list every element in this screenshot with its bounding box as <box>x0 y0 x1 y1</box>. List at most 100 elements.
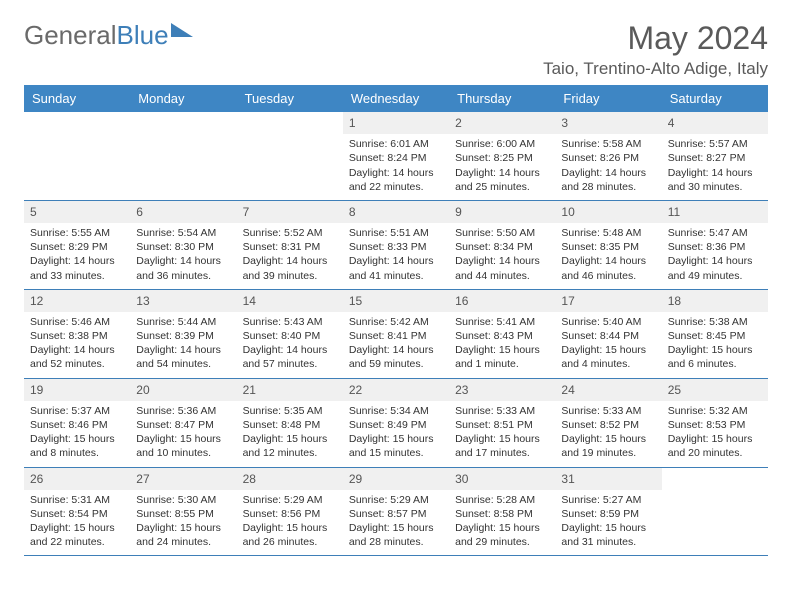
day-cell: 13Sunrise: 5:44 AMSunset: 8:39 PMDayligh… <box>130 290 236 378</box>
daylight-text: Daylight: 15 hours and 10 minutes. <box>136 432 230 460</box>
sunrise-text: Sunrise: 5:37 AM <box>30 404 124 418</box>
day-number: 14 <box>237 290 343 312</box>
day-info: Sunrise: 5:34 AMSunset: 8:49 PMDaylight:… <box>347 404 445 461</box>
sunset-text: Sunset: 8:38 PM <box>30 329 124 343</box>
day-number: 26 <box>24 468 130 490</box>
day-number: 11 <box>662 201 768 223</box>
sunset-text: Sunset: 8:53 PM <box>668 418 762 432</box>
brand-triangle-icon <box>171 23 193 37</box>
daylight-text: Daylight: 14 hours and 30 minutes. <box>668 166 762 194</box>
sunrise-text: Sunrise: 5:33 AM <box>455 404 549 418</box>
day-number: 24 <box>555 379 661 401</box>
sunrise-text: Sunrise: 5:27 AM <box>561 493 655 507</box>
day-number: 3 <box>555 112 661 134</box>
daylight-text: Daylight: 14 hours and 57 minutes. <box>243 343 337 371</box>
sunrise-text: Sunrise: 5:51 AM <box>349 226 443 240</box>
day-cell <box>24 112 130 200</box>
day-cell: 4 Sunrise: 5:57 AMSunset: 8:27 PMDaylight… <box>662 112 768 200</box>
daylight-text: Daylight: 15 hours and 28 minutes. <box>349 521 443 549</box>
day-cell: 14 Sunrise: 5:43 AMSunset: 8:40 PMDayligh… <box>237 290 343 378</box>
month-title: May 2024 <box>543 20 768 57</box>
day-cell: 25Sunrise: 5:32 AMSunset: 8:53 PMDayligh… <box>662 379 768 467</box>
page-header: GeneralBlue May 2024 Taio, Trentino-Alto… <box>24 20 768 79</box>
day-cell <box>237 112 343 200</box>
day-number: 22 <box>343 379 449 401</box>
daylight-text: Daylight: 15 hours and 15 minutes. <box>349 432 443 460</box>
location-subtitle: Taio, Trentino-Alto Adige, Italy <box>543 59 768 79</box>
sunset-text: Sunset: 8:44 PM <box>561 329 655 343</box>
day-cell: 5Sunrise: 5:55 AMSunset: 8:29 PMDaylight… <box>24 201 130 289</box>
sunset-text: Sunset: 8:33 PM <box>349 240 443 254</box>
day-cell <box>130 112 236 200</box>
sunrise-text: Sunrise: 5:55 AM <box>30 226 124 240</box>
day-cell: 21Sunrise: 5:35 AMSunset: 8:48 PMDayligh… <box>237 379 343 467</box>
sunrise-text: Sunrise: 6:00 AM <box>455 137 549 151</box>
day-info: Sunrise: 5:41 AMSunset: 8:43 PMDaylight:… <box>453 315 551 372</box>
daylight-text: Daylight: 14 hours and 49 minutes. <box>668 254 762 282</box>
day-number: 12 <box>24 290 130 312</box>
day-info: Sunrise: 5:47 AMSunset: 8:36 PMDaylight:… <box>666 226 764 283</box>
daylight-text: Daylight: 15 hours and 4 minutes. <box>561 343 655 371</box>
day-info: Sunrise: 5:57 AMSunset: 8:27 PMDaylight:… <box>666 137 764 194</box>
day-info: Sunrise: 5:55 AMSunset: 8:29 PMDaylight:… <box>28 226 126 283</box>
sunset-text: Sunset: 8:55 PM <box>136 507 230 521</box>
daylight-text: Daylight: 14 hours and 46 minutes. <box>561 254 655 282</box>
day-info: Sunrise: 6:01 AMSunset: 8:24 PMDaylight:… <box>347 137 445 194</box>
day-number: 1 <box>343 112 449 134</box>
day-info: Sunrise: 5:36 AMSunset: 8:47 PMDaylight:… <box>134 404 232 461</box>
sunset-text: Sunset: 8:30 PM <box>136 240 230 254</box>
day-info: Sunrise: 5:38 AMSunset: 8:45 PMDaylight:… <box>666 315 764 372</box>
day-info: Sunrise: 5:33 AMSunset: 8:51 PMDaylight:… <box>453 404 551 461</box>
sunrise-text: Sunrise: 5:36 AM <box>136 404 230 418</box>
day-number: 15 <box>343 290 449 312</box>
day-cell: 9Sunrise: 5:50 AMSunset: 8:34 PMDaylight… <box>449 201 555 289</box>
sunset-text: Sunset: 8:35 PM <box>561 240 655 254</box>
day-cell: 19Sunrise: 5:37 AMSunset: 8:46 PMDayligh… <box>24 379 130 467</box>
sunset-text: Sunset: 8:29 PM <box>30 240 124 254</box>
daylight-text: Daylight: 14 hours and 28 minutes. <box>561 166 655 194</box>
daylight-text: Daylight: 14 hours and 36 minutes. <box>136 254 230 282</box>
sunrise-text: Sunrise: 5:28 AM <box>455 493 549 507</box>
sunrise-text: Sunrise: 5:57 AM <box>668 137 762 151</box>
calendar: SundayMondayTuesdayWednesdayThursdayFrid… <box>24 85 768 556</box>
day-cell: 18 Sunrise: 5:38 AMSunset: 8:45 PMDayligh… <box>662 290 768 378</box>
daylight-text: Daylight: 14 hours and 41 minutes. <box>349 254 443 282</box>
day-cell: 3Sunrise: 5:58 AMSunset: 8:26 PMDaylight… <box>555 112 661 200</box>
day-info: Sunrise: 5:35 AMSunset: 8:48 PMDaylight:… <box>241 404 339 461</box>
daylight-text: Daylight: 14 hours and 39 minutes. <box>243 254 337 282</box>
sunset-text: Sunset: 8:31 PM <box>243 240 337 254</box>
day-number: 18 <box>662 290 768 312</box>
daylight-text: Daylight: 15 hours and 22 minutes. <box>30 521 124 549</box>
daylight-text: Daylight: 15 hours and 1 minute. <box>455 343 549 371</box>
day-number: 17 <box>555 290 661 312</box>
day-info: Sunrise: 5:30 AMSunset: 8:55 PMDaylight:… <box>134 493 232 550</box>
sunrise-text: Sunrise: 5:52 AM <box>243 226 337 240</box>
day-header: Sunday <box>24 85 130 112</box>
day-info: Sunrise: 5:42 AMSunset: 8:41 PMDaylight:… <box>347 315 445 372</box>
day-cell: 29Sunrise: 5:29 AMSunset: 8:57 PMDayligh… <box>343 468 449 556</box>
sunset-text: Sunset: 8:34 PM <box>455 240 549 254</box>
day-info: Sunrise: 5:31 AMSunset: 8:54 PMDaylight:… <box>28 493 126 550</box>
day-cell: 31 Sunrise: 5:27 AMSunset: 8:59 PMDayligh… <box>555 468 661 556</box>
day-number: 16 <box>449 290 555 312</box>
sunset-text: Sunset: 8:45 PM <box>668 329 762 343</box>
day-header: Tuesday <box>237 85 343 112</box>
day-info: Sunrise: 5:43 AMSunset: 8:40 PMDaylight:… <box>241 315 339 372</box>
sunset-text: Sunset: 8:39 PM <box>136 329 230 343</box>
sunrise-text: Sunrise: 5:29 AM <box>349 493 443 507</box>
day-info: Sunrise: 5:46 AMSunset: 8:38 PMDaylight:… <box>28 315 126 372</box>
daylight-text: Daylight: 14 hours and 25 minutes. <box>455 166 549 194</box>
day-info: Sunrise: 5:54 AMSunset: 8:30 PMDaylight:… <box>134 226 232 283</box>
day-cell: 30Sunrise: 5:28 AMSunset: 8:58 PMDayligh… <box>449 468 555 556</box>
day-number: 4 <box>662 112 768 134</box>
sunset-text: Sunset: 8:57 PM <box>349 507 443 521</box>
daylight-text: Daylight: 15 hours and 26 minutes. <box>243 521 337 549</box>
day-cell: 26 Sunrise: 5:31 AMSunset: 8:54 PMDayligh… <box>24 468 130 556</box>
sunrise-text: Sunrise: 5:46 AM <box>30 315 124 329</box>
day-cell: 24Sunrise: 5:33 AMSunset: 8:52 PMDayligh… <box>555 379 661 467</box>
week-row: 12Sunrise: 5:46 AMSunset: 8:38 PMDayligh… <box>24 290 768 379</box>
day-number: 31 <box>555 468 661 490</box>
day-info: Sunrise: 5:27 AMSunset: 8:59 PMDaylight:… <box>559 493 657 550</box>
day-info: Sunrise: 6:00 AMSunset: 8:25 PMDaylight:… <box>453 137 551 194</box>
sunset-text: Sunset: 8:25 PM <box>455 151 549 165</box>
